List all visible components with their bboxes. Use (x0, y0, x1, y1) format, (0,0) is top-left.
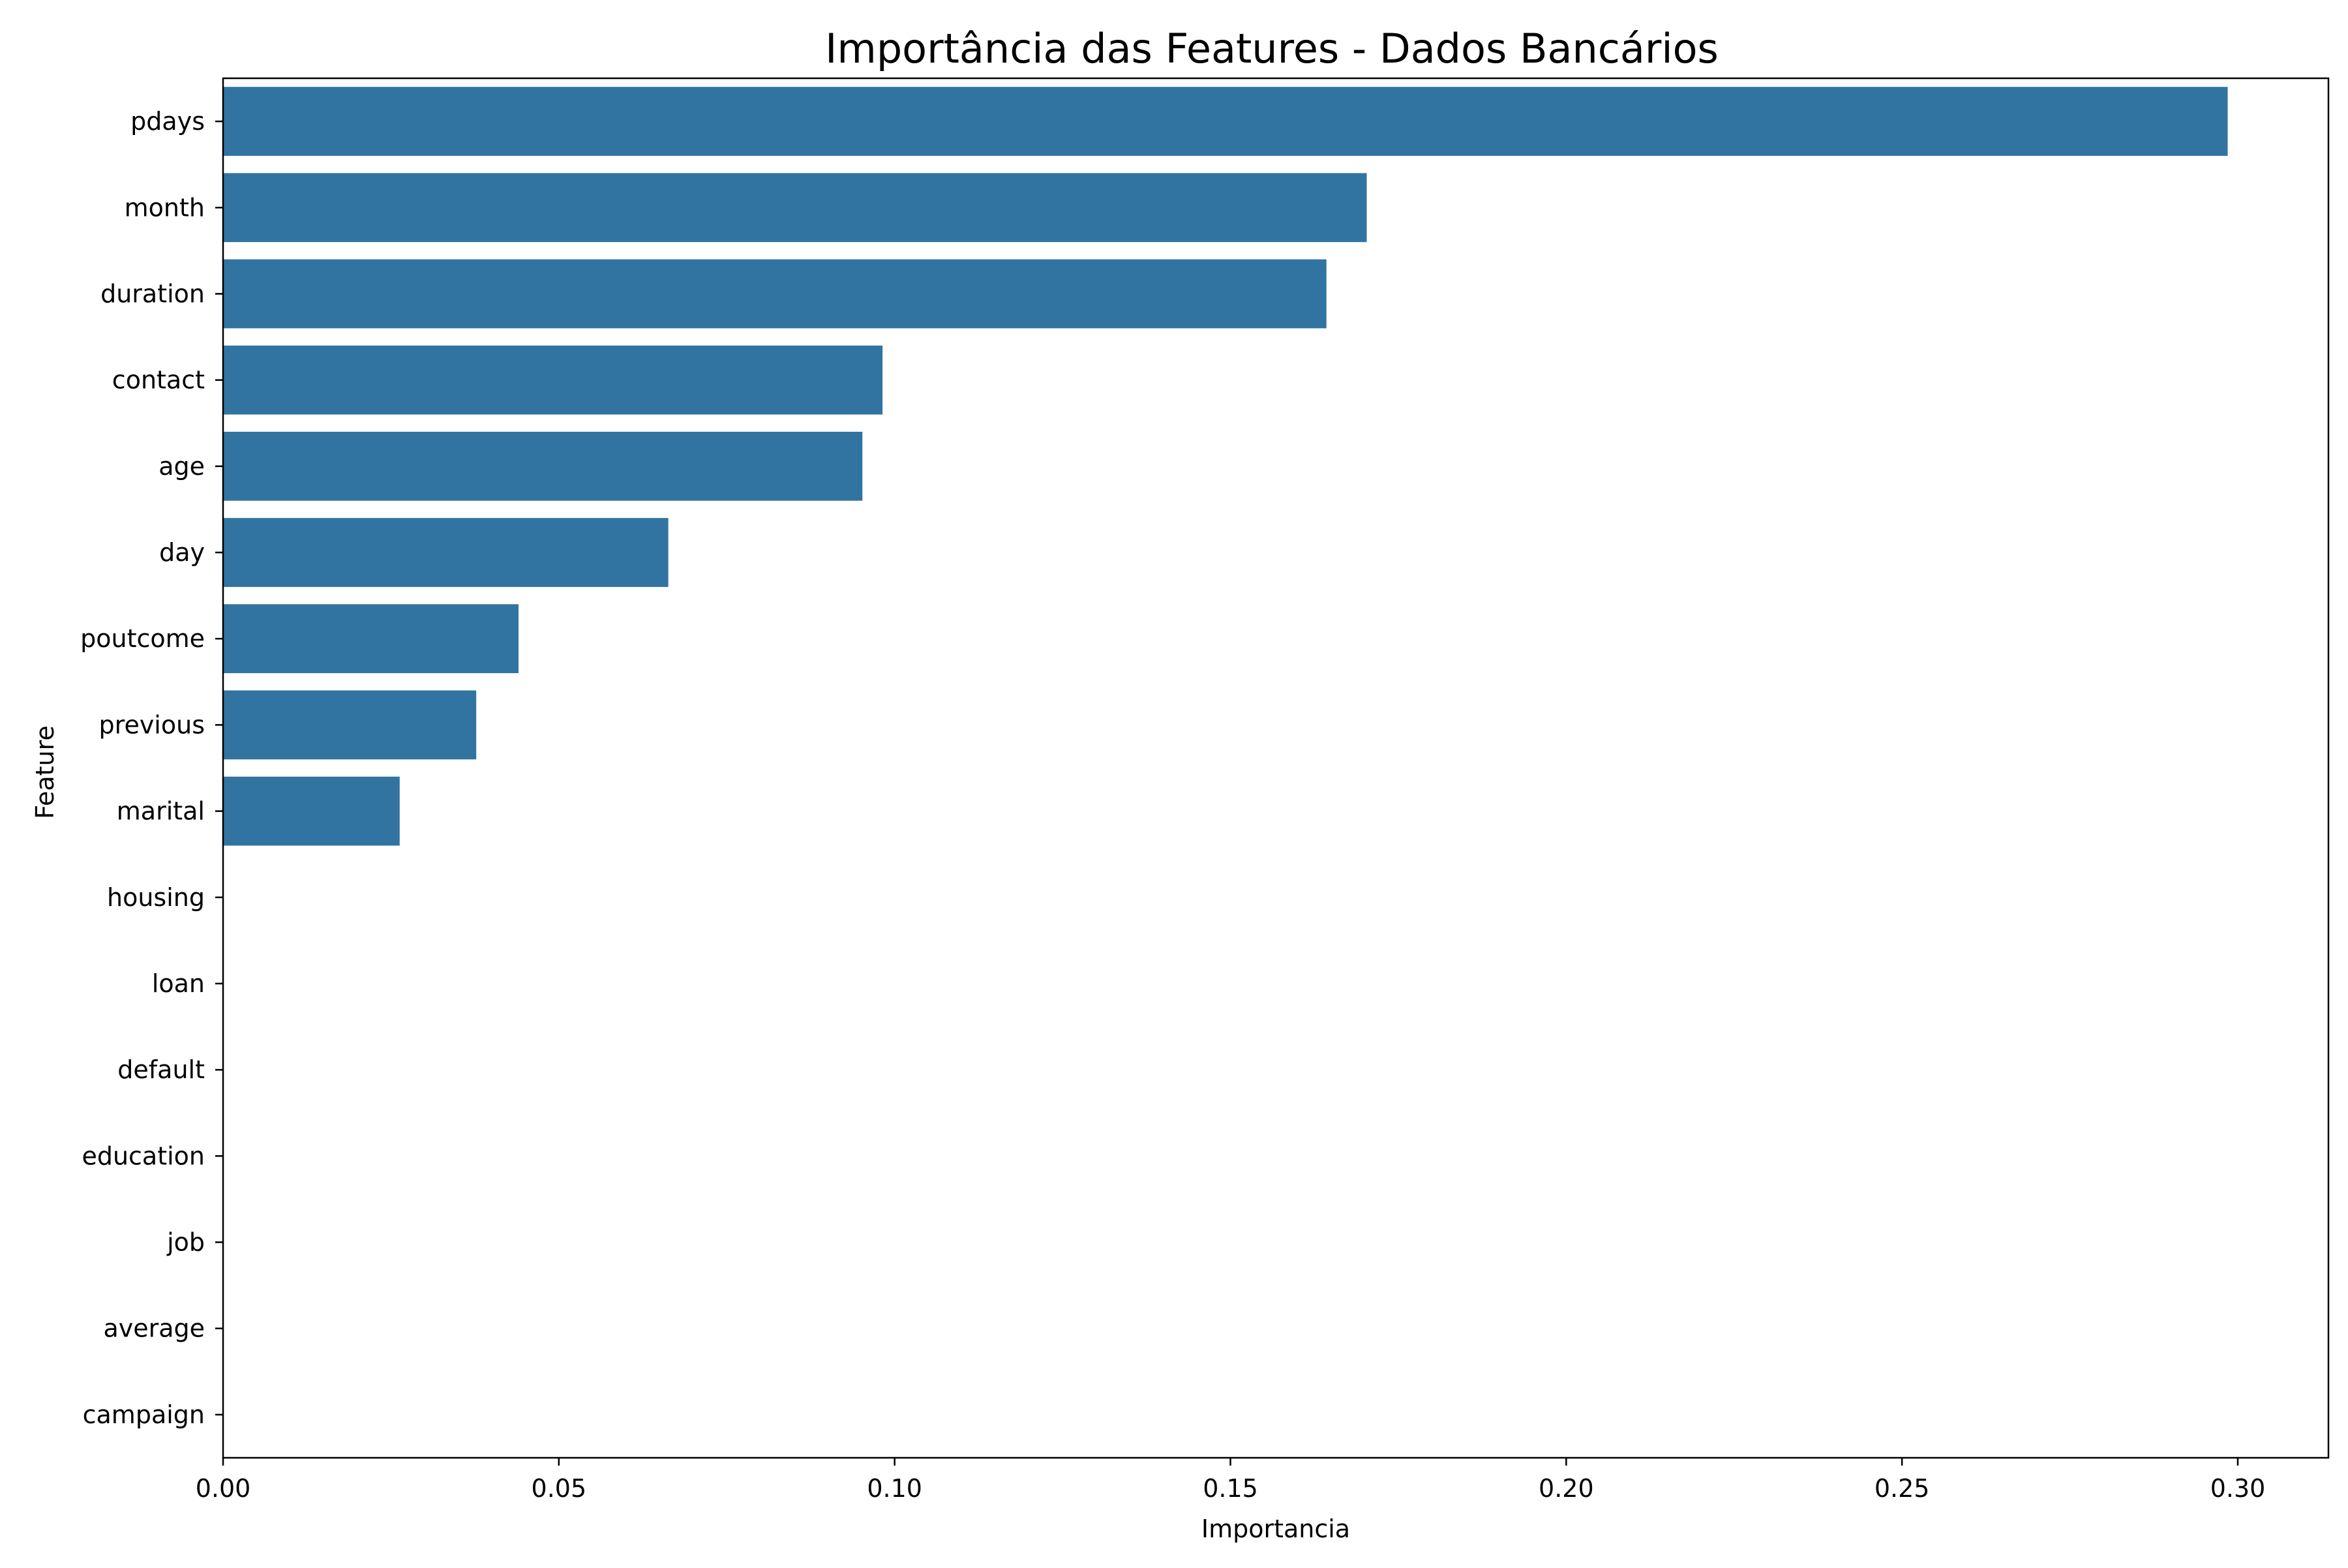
chart-title: Importância das Features - Dados Bancári… (825, 25, 1719, 72)
y-tick-label: default (117, 1055, 205, 1084)
y-tick-label: poutcome (80, 624, 205, 653)
bars-group (223, 87, 2228, 846)
bar-previous (223, 690, 477, 760)
y-tick-label: education (82, 1141, 205, 1170)
x-axis-label: Importancia (1201, 1515, 1350, 1543)
y-tick-label: contact (112, 366, 205, 395)
y-tick-label: month (125, 193, 205, 222)
x-tick-label: 0.10 (867, 1474, 922, 1503)
y-tick-label: previous (99, 710, 205, 739)
y-axis-ticks: pdays month duration contact age day poutcome p… (80, 107, 223, 1429)
x-tick-label: 0.30 (2210, 1474, 2266, 1503)
y-tick-label: loan (152, 969, 205, 998)
bar-month (223, 173, 1367, 243)
x-tick-label: 0.00 (196, 1474, 251, 1503)
y-tick-label: age (158, 452, 205, 481)
y-tick-label: marital (117, 797, 205, 826)
y-tick-label: job (166, 1228, 205, 1257)
x-tick-label: 0.05 (532, 1474, 587, 1503)
x-tick-label: 0.20 (1539, 1474, 1594, 1503)
bar-duration (223, 259, 1327, 329)
y-tick-label: pdays (130, 107, 205, 136)
x-tick-label: 0.15 (1203, 1474, 1258, 1503)
bar-day (223, 518, 669, 587)
y-tick-label: campaign (83, 1400, 205, 1429)
y-axis-label: Feature (31, 725, 59, 819)
y-tick-label: average (103, 1314, 205, 1343)
y-tick-label: housing (107, 883, 205, 912)
bar-pdays (223, 87, 2228, 156)
bar-contact (223, 345, 883, 415)
bar-poutcome (223, 604, 519, 674)
y-tick-label: day (159, 538, 205, 567)
x-axis-ticks: 0.00 0.05 0.10 0.15 0.20 0.25 0.30 (196, 1458, 2266, 1503)
bar-age (223, 431, 863, 501)
bar-marital (223, 776, 400, 846)
x-tick-label: 0.25 (1874, 1474, 1930, 1503)
y-tick-label: duration (100, 279, 205, 308)
plot-frame (222, 77, 2330, 1459)
